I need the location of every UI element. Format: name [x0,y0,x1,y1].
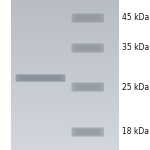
FancyBboxPatch shape [72,128,104,136]
FancyBboxPatch shape [77,129,99,135]
Text: 18 kDa: 18 kDa [122,128,149,136]
FancyBboxPatch shape [77,84,99,90]
Text: 25 kDa: 25 kDa [122,82,149,91]
FancyBboxPatch shape [72,82,104,91]
FancyBboxPatch shape [18,75,63,81]
Text: 35 kDa: 35 kDa [122,44,150,52]
FancyBboxPatch shape [74,128,102,136]
FancyBboxPatch shape [16,74,65,82]
FancyBboxPatch shape [72,13,104,22]
FancyBboxPatch shape [74,44,102,52]
Bar [0,0,11,150]
FancyBboxPatch shape [77,45,99,51]
FancyBboxPatch shape [72,43,104,52]
Text: 45 kDa: 45 kDa [122,14,150,22]
FancyBboxPatch shape [74,14,102,22]
FancyBboxPatch shape [74,83,102,91]
FancyBboxPatch shape [22,76,59,80]
FancyBboxPatch shape [77,15,99,21]
